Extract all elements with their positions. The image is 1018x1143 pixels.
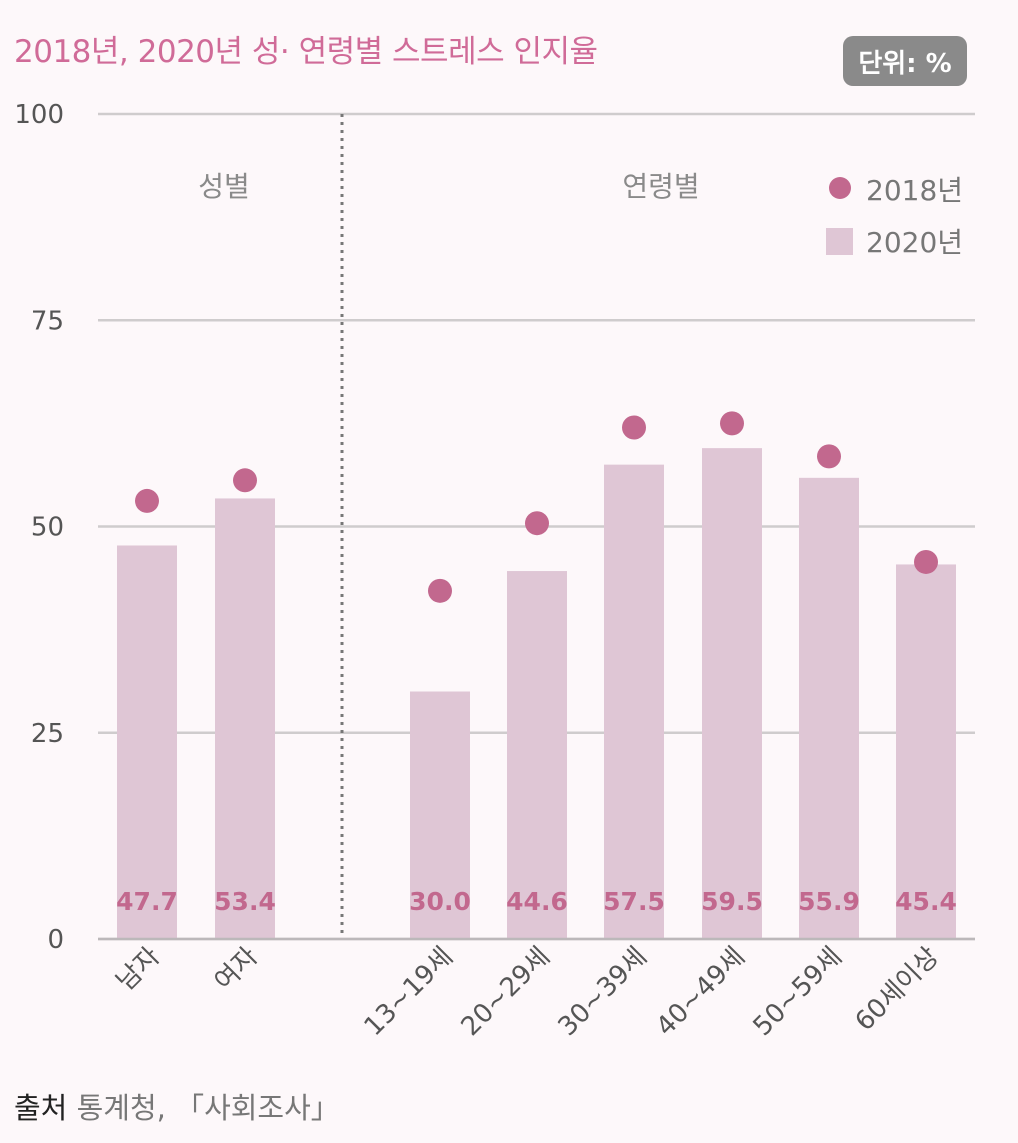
x-tick-label: 13~19세 xyxy=(359,942,459,1042)
bar-2020 xyxy=(117,545,177,939)
x-tick-label: 50~59세 xyxy=(748,942,848,1042)
y-tick-label: 100 xyxy=(14,100,64,130)
bar-2020 xyxy=(896,564,956,939)
bar-2020 xyxy=(604,464,664,939)
y-tick-label: 25 xyxy=(31,719,64,749)
x-tick-label: 여자 xyxy=(209,942,264,997)
x-tick-label: 남자 xyxy=(111,942,166,997)
chart: 0 25 50 75 100 성별 연령별 47.7 53.4 30.0 44.6 57.5 59.5 5… xyxy=(14,100,975,1042)
bar-value-label: 30.0 xyxy=(409,887,471,916)
group-label: 연령별 xyxy=(622,170,699,203)
dot-2018 xyxy=(233,468,257,493)
dot-2018 xyxy=(817,444,841,469)
legend-dot-2018 xyxy=(829,177,851,199)
dot-2018 xyxy=(135,488,159,513)
dot-2018 xyxy=(525,511,549,536)
chart-title: 2018년, 2020년 성· 연령별 스트레스 인지율 xyxy=(14,34,598,70)
bar-value-label: 55.9 xyxy=(798,887,860,916)
bar-value-label: 59.5 xyxy=(701,887,763,916)
bar-2020 xyxy=(410,691,470,939)
x-tick-label: 60세이상 xyxy=(850,942,945,1037)
bar-2020 xyxy=(507,571,567,939)
bar-value-label: 47.7 xyxy=(116,887,178,916)
legend-label-2018: 2018년 xyxy=(866,174,963,207)
legend-label-2020: 2020년 xyxy=(866,226,963,259)
source-label: 출처 xyxy=(14,1091,68,1125)
y-tick-label: 0 xyxy=(47,925,64,955)
dot-2018 xyxy=(622,415,646,440)
bar-value-label: 45.4 xyxy=(895,887,957,916)
x-tick-label: 40~49세 xyxy=(651,942,751,1042)
bar-value-label: 44.6 xyxy=(506,887,568,916)
bar-value-label: 53.4 xyxy=(214,887,276,916)
y-tick-label: 50 xyxy=(31,513,64,543)
dot-2018 xyxy=(720,411,744,436)
bar-value-label: 57.5 xyxy=(603,887,665,916)
source-text: 통계청, 「사회조사」 xyxy=(76,1091,340,1125)
group-label: 성별 xyxy=(198,170,250,203)
dot-2018 xyxy=(914,549,938,574)
y-tick-label: 75 xyxy=(31,306,64,336)
x-tick-label: 30~39세 xyxy=(553,942,653,1042)
source-note: 출처 통계청, 「사회조사」 xyxy=(14,1085,340,1127)
x-tick-label: 20~29세 xyxy=(456,942,556,1042)
bar-2020 xyxy=(799,477,859,939)
dot-2018 xyxy=(428,578,452,603)
legend-swatch-2020 xyxy=(826,228,853,255)
bar-2020 xyxy=(215,498,275,939)
unit-badge: 단위: % xyxy=(843,36,967,86)
bar-2020 xyxy=(702,448,762,939)
